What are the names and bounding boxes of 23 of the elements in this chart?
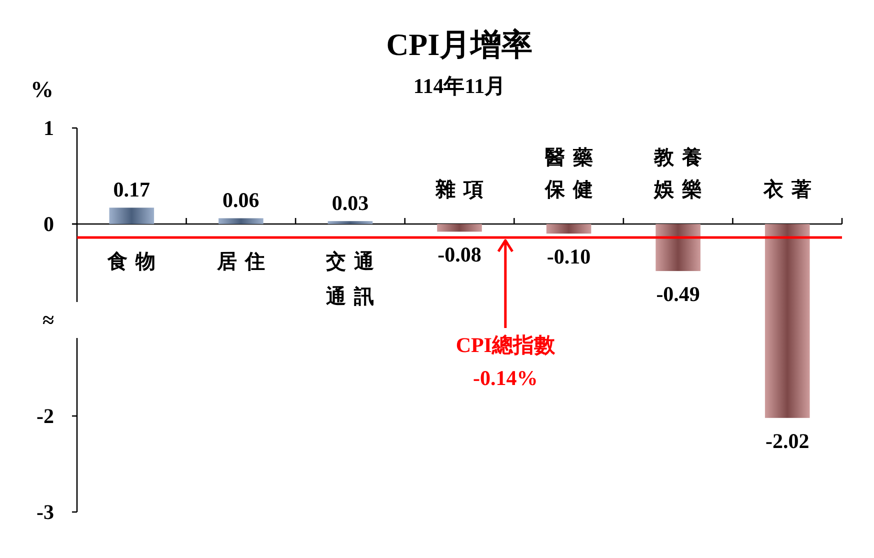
x-tick-label: 衣著: [762, 178, 820, 201]
ref-line-label: CPI總指數 -0.14%: [456, 333, 556, 390]
x-tick-label: 雜項: [434, 178, 492, 201]
x-tick-label: 教養娛樂: [653, 146, 710, 201]
y-tick-label: 0: [44, 212, 54, 236]
chart-title: CPI月增率: [386, 27, 533, 62]
y-tick-label: 1: [44, 116, 54, 140]
y-tick-label: ≈: [42, 308, 54, 332]
y-tick-label: -2: [36, 404, 54, 428]
data-label: -0.10: [546, 244, 591, 269]
chart-subtitle: 114年11月: [413, 74, 506, 98]
data-label: -0.49: [656, 282, 700, 306]
data-label: 0.17: [113, 178, 150, 202]
y-tick-label: -3: [36, 500, 54, 524]
data-label: 0.06: [222, 188, 260, 212]
x-tick-label: 食物: [106, 251, 164, 273]
data-label: -2.02: [765, 428, 810, 453]
x-tick-label: 居住: [216, 251, 273, 273]
data-label: -0.08: [438, 242, 482, 267]
data-label: 0.03: [332, 191, 369, 216]
y-axis-title: %: [30, 77, 54, 102]
x-tick-label: 交通通訊: [325, 250, 382, 308]
x-tick-label: 醫藥保健: [544, 147, 601, 201]
